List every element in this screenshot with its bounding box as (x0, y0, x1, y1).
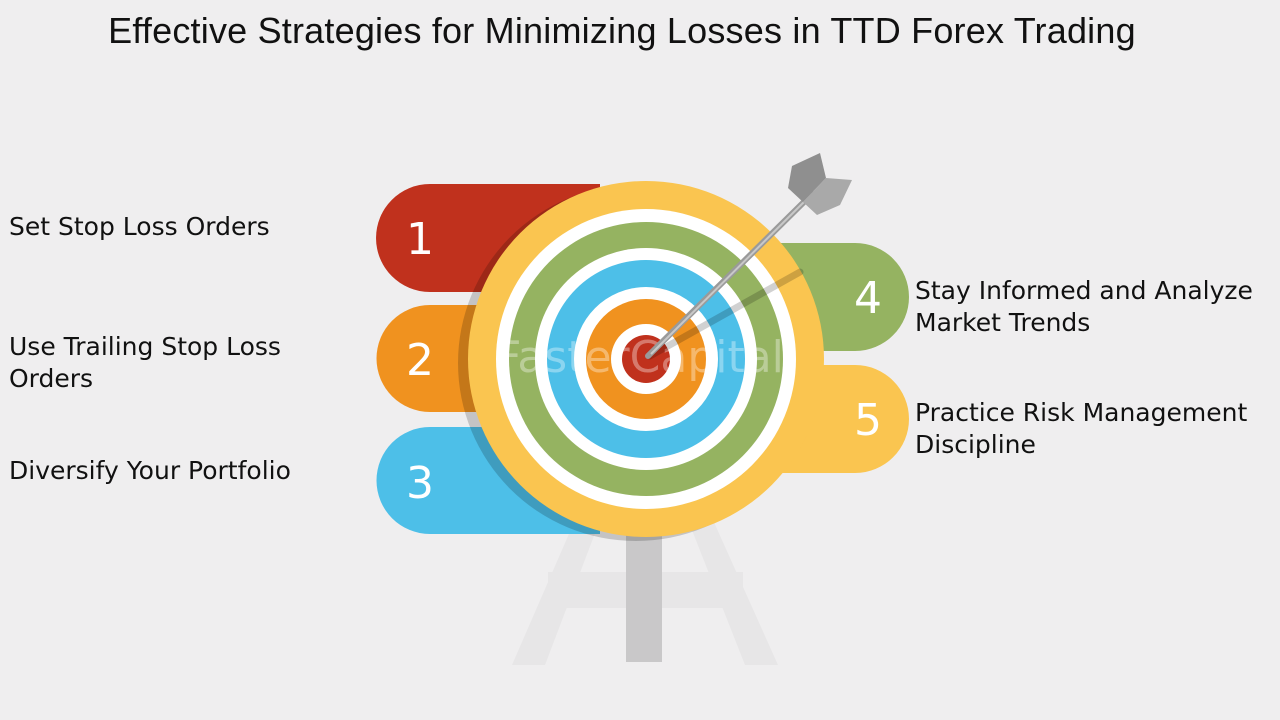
step-2-label: Use Trailing Stop Loss Orders (9, 332, 281, 393)
arrow-fletching-right (803, 178, 852, 215)
step-3-label: Diversify Your Portfolio (9, 456, 291, 485)
step-5-number: 5 (854, 395, 882, 446)
easel-stand (512, 520, 778, 665)
step-2-number: 2 (406, 335, 434, 386)
step-3-number: 3 (406, 458, 434, 509)
step-1-number: 1 (406, 214, 434, 265)
arrow (645, 153, 852, 359)
page-title: Effective Strategies for Minimizing Loss… (108, 10, 1136, 51)
step-4-label: Stay Informed and Analyze Market Trends (915, 276, 1253, 337)
arrow-shadow (646, 268, 804, 360)
arrow-fletching-left (788, 153, 826, 202)
step-4-number: 4 (854, 273, 882, 324)
step-1-label: Set Stop Loss Orders (9, 212, 270, 241)
watermark: FasterCapital (496, 332, 784, 383)
arrow-shaft-highlight (650, 193, 813, 355)
step-5-label: Practice Risk Management Discipline (915, 398, 1248, 459)
